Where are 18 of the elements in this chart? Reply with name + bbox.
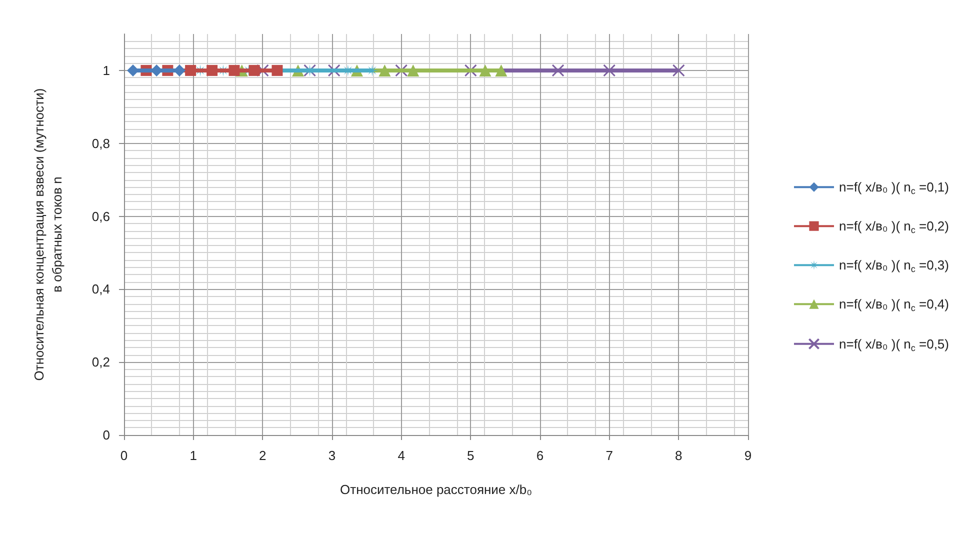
x-tick-label: 9 (744, 448, 752, 463)
x-tick-label: 3 (328, 448, 336, 463)
x-tick-label: 7 (606, 448, 613, 463)
y-tick-label: 0,8 (92, 136, 110, 151)
y-axis-title: Относительная концентрация взвеси (мутности) в обратных токов n (32, 88, 64, 381)
x-tick-label: 6 (536, 448, 544, 463)
y-tick-label: 0,2 (92, 354, 110, 370)
x-tick-label: 2 (259, 448, 266, 463)
x-tick-label: 8 (675, 448, 682, 463)
x-tick-label: 4 (398, 448, 405, 463)
x-axis-title: Относительное расстояние x/b₀ (340, 482, 532, 497)
y-tick-label: 1 (102, 62, 110, 78)
y-tick-label: 0,4 (92, 282, 110, 297)
y-tick-label: 0,6 (92, 208, 110, 224)
x-tick-label: 5 (467, 448, 474, 463)
x-tick-label: 0 (120, 448, 128, 463)
x-tick-label: 1 (190, 448, 197, 463)
y-tick-label: 0 (102, 428, 110, 442)
